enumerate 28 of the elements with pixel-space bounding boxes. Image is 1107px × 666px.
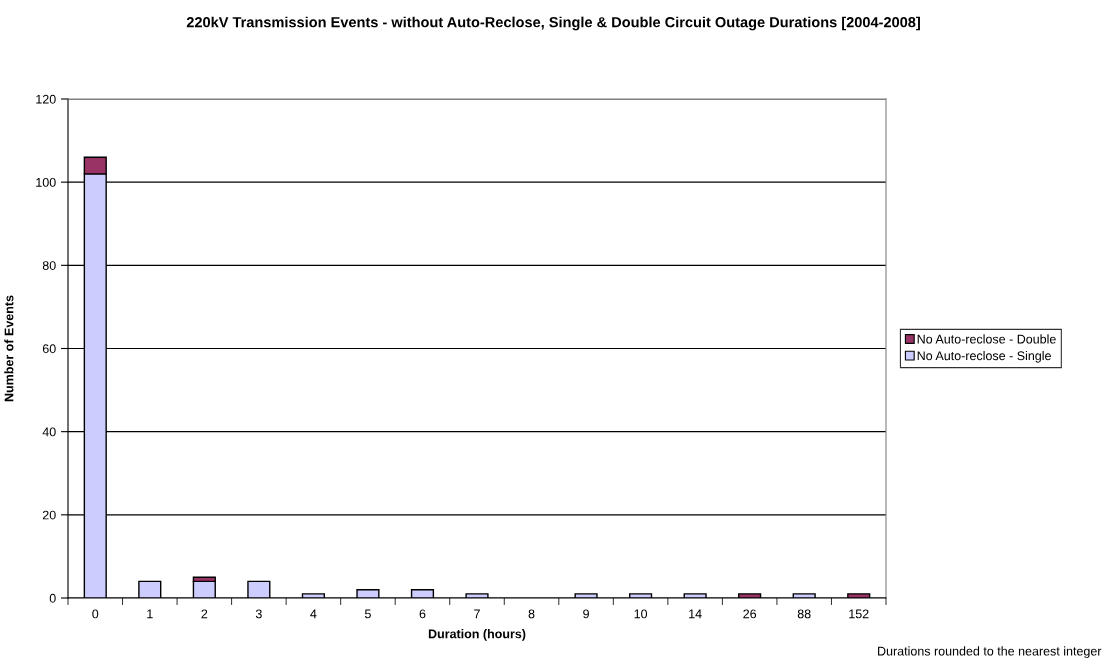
- x-tick-label: 2: [201, 609, 208, 619]
- x-tick-label: 1: [147, 609, 153, 619]
- x-tick-label: 0: [92, 609, 99, 619]
- x-tick-label: 8: [528, 609, 535, 619]
- x-tick-label: 88: [797, 609, 811, 619]
- y-tick-label: 0: [49, 593, 56, 603]
- y-tick-label: 100: [36, 177, 56, 187]
- x-tick-label: 5: [364, 609, 371, 619]
- x-tick-label: 4: [310, 609, 317, 619]
- x-tick-label: 10: [634, 609, 648, 619]
- legend-label: No Auto-reclose - Single: [917, 351, 1051, 363]
- y-tick-label: 60: [42, 344, 56, 354]
- y-tick-label: 80: [42, 261, 56, 270]
- x-tick-label: 152: [849, 609, 869, 619]
- y-axis-title: Number of Events: [4, 295, 14, 402]
- x-tick-label: 14: [689, 609, 702, 619]
- x-axis-title: Duration (hours): [428, 629, 526, 641]
- y-tick-label: 120: [36, 94, 56, 104]
- y-tick-label: 40: [42, 427, 56, 437]
- x-tick-label: 9: [583, 609, 589, 619]
- x-tick-label: 7: [474, 609, 480, 619]
- text: Durations rounded to the nearest integer: [878, 646, 1102, 659]
- legend-label: No Auto-reclose - Double: [917, 334, 1056, 344]
- x-tick-label: 26: [743, 609, 757, 619]
- y-tick-label: 20: [42, 510, 56, 520]
- x-tick-label: 6: [419, 609, 426, 619]
- x-tick-label: 3: [255, 609, 262, 619]
- chart-title: 220kV Transmission Events - without Auto-Reclose, Single & Double Circuit Outage Durations [2004-2008]: [186, 16, 920, 31]
